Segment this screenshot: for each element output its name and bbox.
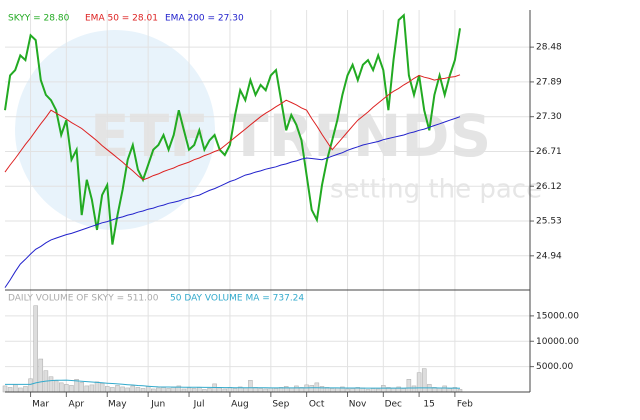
legend-label: EMA 50 = 28.01 xyxy=(85,14,158,24)
volume-bar xyxy=(53,380,59,393)
volume-bar xyxy=(447,388,453,393)
volume-bar xyxy=(120,386,125,393)
volume-bar xyxy=(217,387,222,393)
y-tick-label: 25.53 xyxy=(536,217,562,227)
series-line xyxy=(4,74,461,181)
x-tick-label: Jul xyxy=(193,400,205,410)
volume-bar xyxy=(273,388,279,393)
volume-bar xyxy=(12,384,18,393)
volume-bar xyxy=(115,385,120,393)
volume-bar xyxy=(2,385,8,393)
volume-bar xyxy=(166,388,171,393)
volume-bar xyxy=(370,388,376,393)
volume-bar xyxy=(145,386,151,393)
volume-bar xyxy=(23,386,28,393)
series-line xyxy=(4,116,461,288)
volume-bar xyxy=(125,387,130,393)
volume-bar xyxy=(28,378,33,393)
watermark-logo xyxy=(15,30,215,230)
volume-bar xyxy=(64,384,69,393)
volume-bar xyxy=(186,387,192,393)
volume-bar xyxy=(99,383,105,393)
volume-bar xyxy=(258,388,263,393)
legend-label: DAILY VOLUME OF SKYY = 511.00 xyxy=(8,294,159,304)
volume-bar xyxy=(437,387,442,393)
volume-bar xyxy=(416,372,422,393)
volume-bar xyxy=(94,381,100,393)
volume-bar xyxy=(411,385,417,393)
volume-bar xyxy=(79,382,84,393)
legend-label: EMA 200 = 27.30 xyxy=(165,14,244,24)
legend-label: SKYY = 28.80 xyxy=(8,14,70,24)
watermark-subtitle: setting the pace xyxy=(330,175,542,205)
y-tick-label: 27.30 xyxy=(536,112,562,122)
volume-bar xyxy=(243,387,248,393)
volume-bar xyxy=(104,386,110,393)
y-tick-label: 26.12 xyxy=(536,182,562,192)
volume-bar xyxy=(69,385,74,393)
y-tick-label: 24.94 xyxy=(536,251,562,261)
volume-bar xyxy=(304,384,309,393)
volume-bar xyxy=(140,388,146,393)
volume-bar xyxy=(197,387,202,393)
volume-bar xyxy=(289,387,294,393)
x-tick-label: Sep xyxy=(272,400,289,410)
volume-bar xyxy=(7,387,13,393)
volume-bar xyxy=(283,386,289,393)
volume-bar xyxy=(89,384,95,393)
x-tick-label: Feb xyxy=(457,400,473,410)
volume-bar xyxy=(232,388,238,393)
y-tick-label: 10000.00 xyxy=(536,337,579,347)
y-tick-label: 27.89 xyxy=(536,77,562,87)
volume-bar xyxy=(294,385,299,393)
volume-bar xyxy=(135,387,141,393)
volume-bar xyxy=(381,385,386,393)
volume-bar xyxy=(207,388,212,393)
x-tick-label: Nov xyxy=(349,400,367,410)
y-tick-label: 5000.00 xyxy=(536,362,573,372)
volume-bar xyxy=(350,388,355,393)
volume-bar xyxy=(442,385,447,393)
volume-bar xyxy=(84,385,90,393)
volume-bar xyxy=(335,387,340,393)
x-tick-label: Dec xyxy=(385,400,402,410)
volume-bar xyxy=(171,386,176,393)
y-tick-label: 28.48 xyxy=(536,43,562,53)
volume-bar xyxy=(406,379,412,393)
volume-bar xyxy=(309,385,314,393)
series-line xyxy=(5,379,461,389)
volume-bar xyxy=(319,386,325,393)
y-tick-label: 26.71 xyxy=(536,147,562,157)
x-tick-label: Apr xyxy=(69,400,85,410)
x-tick-label: Mar xyxy=(32,400,49,410)
volume-bar xyxy=(33,305,38,393)
legend-label: 50 DAY VOLUME MA = 737.24 xyxy=(170,294,304,304)
series-line xyxy=(4,13,461,245)
volume-bar xyxy=(268,387,274,393)
x-tick-label: Aug xyxy=(231,400,249,410)
volume-bar xyxy=(191,388,197,393)
volume-bar xyxy=(48,376,54,393)
y-tick-label: 15000.00 xyxy=(536,311,579,321)
volume-bar xyxy=(38,358,44,393)
volume-bar xyxy=(248,380,253,393)
volume-bar xyxy=(421,368,427,393)
volume-bar xyxy=(401,388,407,393)
volume-bar xyxy=(329,388,335,393)
volume-bar xyxy=(161,387,166,393)
x-tick-label: May xyxy=(108,400,127,410)
x-tick-label: Jun xyxy=(150,400,165,410)
x-tick-label: Oct xyxy=(309,400,325,410)
volume-bar xyxy=(58,382,64,393)
volume-bar xyxy=(110,387,115,393)
volume-bar xyxy=(156,387,161,393)
volume-bar xyxy=(18,387,23,393)
volume-bar xyxy=(130,385,136,393)
x-tick-label: 15 xyxy=(423,400,434,410)
